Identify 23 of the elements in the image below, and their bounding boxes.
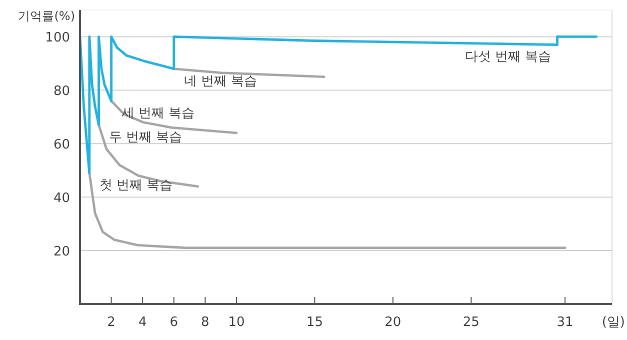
x-tick-label: 6 (170, 315, 178, 330)
x-tick-label: 15 (306, 315, 323, 330)
x-tick-label: 10 (228, 315, 245, 330)
x-tick-label: 31 (556, 315, 574, 330)
y-axis-title: 기억률(%) (18, 9, 75, 23)
annotation: 다섯 번째 복습 (464, 50, 552, 65)
annotation: 두 번째 복습 (108, 130, 182, 145)
x-tick-label: 20 (384, 315, 402, 330)
x-tick-label: 25 (462, 315, 480, 330)
x-tick-label: 2 (107, 315, 116, 330)
x-axis-title: (일) (602, 315, 625, 330)
x-tick-label: 8 (201, 315, 210, 330)
line-series (88, 172, 566, 250)
y-tick-label: 40 (53, 191, 70, 206)
y-tick-label: 100 (45, 30, 70, 46)
annotation: 세 번째 복습 (121, 106, 195, 121)
y-tick-label: 20 (53, 244, 70, 260)
y-tick-label: 80 (53, 84, 70, 100)
y-tick-label: 60 (53, 138, 70, 153)
line-series (78, 36, 598, 174)
annotation: 첫 번째 복습 (99, 178, 173, 194)
annotation: 네 번째 복습 (184, 74, 258, 89)
x-tick-label: 4 (138, 315, 147, 330)
